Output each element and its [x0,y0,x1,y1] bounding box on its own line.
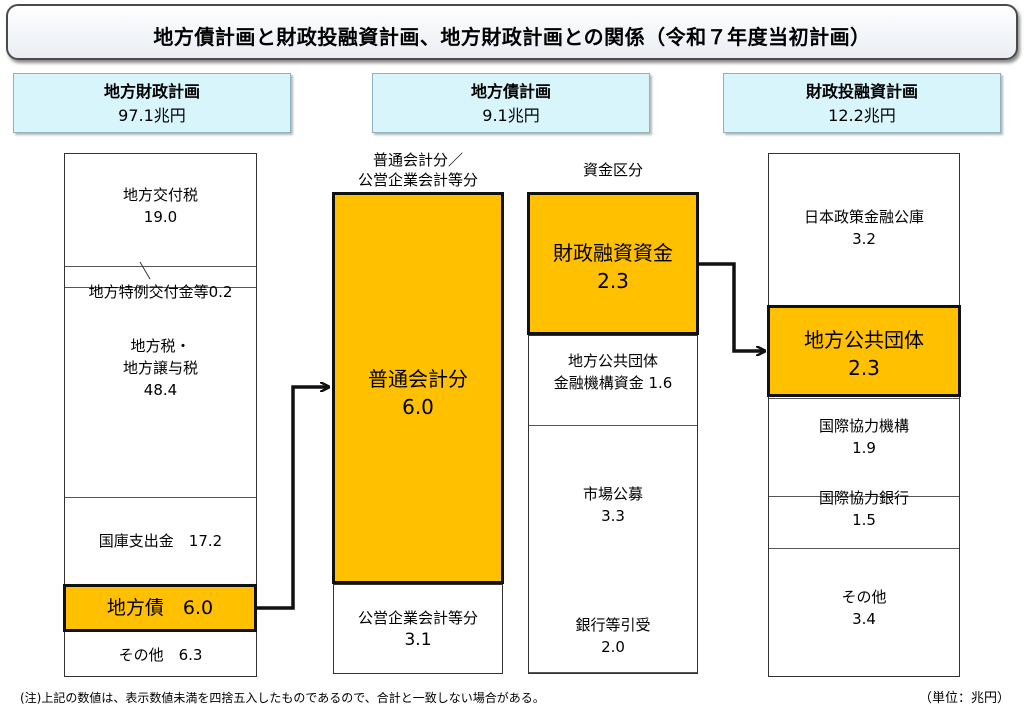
col3-caption: 資金区分 [582,161,643,179]
nihon-value: 3.2 [852,230,876,248]
header-zaito-amount: 12.2兆円 [828,106,896,125]
kinyu-line2: 金融機構資金 1.6 [553,374,673,392]
cell-kikou: 国際協力機構 1.9 [769,398,959,497]
kokusai-ginko-value: 1.5 [852,511,876,529]
header-chiho-zaisei: 地方財政計画 97.1兆円 [13,73,291,133]
cell-shijo: 市場公募 3.3 [529,411,697,673]
sonota-zaito-label: その他 [841,588,887,606]
arrow-zaisei-to-chiho [699,262,764,351]
zaisei-value: 2.3 [597,269,629,293]
cell-kinyu-kiko: 地方公共団体 金融機構資金 1.6 [529,336,697,426]
chihozei-line1: 地方税・ [130,337,191,355]
title-banner: 地方債計画と財政投融資計画、地方財政計画との関係（令和７年度当初計画） [6,4,1018,60]
column-shikin: 地方公共団体 金融機構資金 1.6 市場公募 3.3 銀行等引受 2.0 [528,335,698,674]
chihozei-line2: 地方譲与税 [122,359,198,377]
tokurei-leader-line [139,261,151,280]
kofuzei-value: 19.0 [143,208,178,226]
shijo-label: 市場公募 [582,485,643,503]
zaisei-label: 財政融資資金 [553,241,673,265]
header-zaito-name: 財政投融資計画 [805,82,918,101]
futsu-value: 6.0 [402,395,434,419]
cell-chihozei: 地方特例交付金等0.2 地方税・ 地方譲与税 48.4 [65,266,256,498]
sonota-zaito-value: 3.4 [852,610,876,628]
shijo-value: 3.3 [601,507,625,525]
highlight-chihosai: 地方債 6.0 [63,584,257,632]
footnote: (注)上記の数値は、表示数値未満を四捨五入したものであるので、合計と一致しない場… [20,691,545,705]
highlight-futsu-kaikei: 普通会計分 6.0 [332,192,504,584]
kinyu-line1: 地方公共団体 [567,352,658,370]
kikou-value: 1.9 [852,439,876,457]
cell-ginko: 銀行等引受 2.0 [529,600,697,689]
col2-caption-line2: 公営企業会計等分 [357,171,478,189]
arrow-chihosai-to-futsu [257,387,328,610]
kofuzei-label: 地方交付税 [122,186,198,204]
nihon-label: 日本政策金融公庫 [803,208,924,226]
ginko-value: 2.0 [601,638,625,656]
kokko-label: 国庫支出金 17.2 [98,532,223,550]
header-chihosai-amount: 9.1兆円 [482,106,540,125]
sonota-label: その他 6.3 [118,646,203,664]
ginko-label: 銀行等引受 [575,616,651,634]
cell-kofuzei: 地方交付税 19.0 [65,154,256,288]
column-zaito: 日本政策金融公庫 3.2 国際協力機構 1.9 国際協力銀行 1.5 その他 3… [768,153,960,677]
col2-caption-line1: 普通会計分／ [372,151,463,169]
cell-sonota: その他 6.3 [65,632,256,690]
tokurei-label: 地方特例交付金等0.2 [88,283,233,301]
cell-kokusai-ginko: 国際協力銀行 1.5 [769,479,959,549]
highlight-chiho-kokyo: 地方公共団体 2.3 [767,305,961,397]
unit-label: （単位：兆円） [918,691,1010,706]
kokusai-ginko-label: 国際協力銀行 [818,489,909,507]
kikou-label: 国際協力機構 [818,417,909,435]
connector-arrows [139,261,1024,610]
koei-value: 3.1 [404,630,432,650]
koei-label: 公営企業会計等分 [357,609,478,627]
header-chihosai: 地方債計画 9.1兆円 [372,73,650,133]
chihozei-value: 48.4 [143,381,178,399]
cell-sonota-zaito: その他 3.4 [769,540,959,724]
chiho-kokyo-value: 2.3 [848,356,880,380]
header-zaito: 財政投融資計画 12.2兆円 [723,73,1001,133]
highlight-zaisei-yushi: 財政融資資金 2.3 [527,192,699,335]
cell-koei: 公営企業会計等分 3.1 [333,584,503,674]
header-chiho-zaisei-amount: 97.1兆円 [118,106,186,125]
header-chihosai-name: 地方債計画 [470,82,551,101]
header-chiho-zaisei-name: 地方財政計画 [103,82,200,101]
page-title: 地方債計画と財政投融資計画、地方財政計画との関係（令和７年度当初計画） [153,25,871,49]
futsu-label: 普通会計分 [368,367,468,391]
chiho-kokyo-label: 地方公共団体 [804,328,924,352]
col2-caption: 普通会計分／ 公営企業会計等分 [333,150,503,190]
